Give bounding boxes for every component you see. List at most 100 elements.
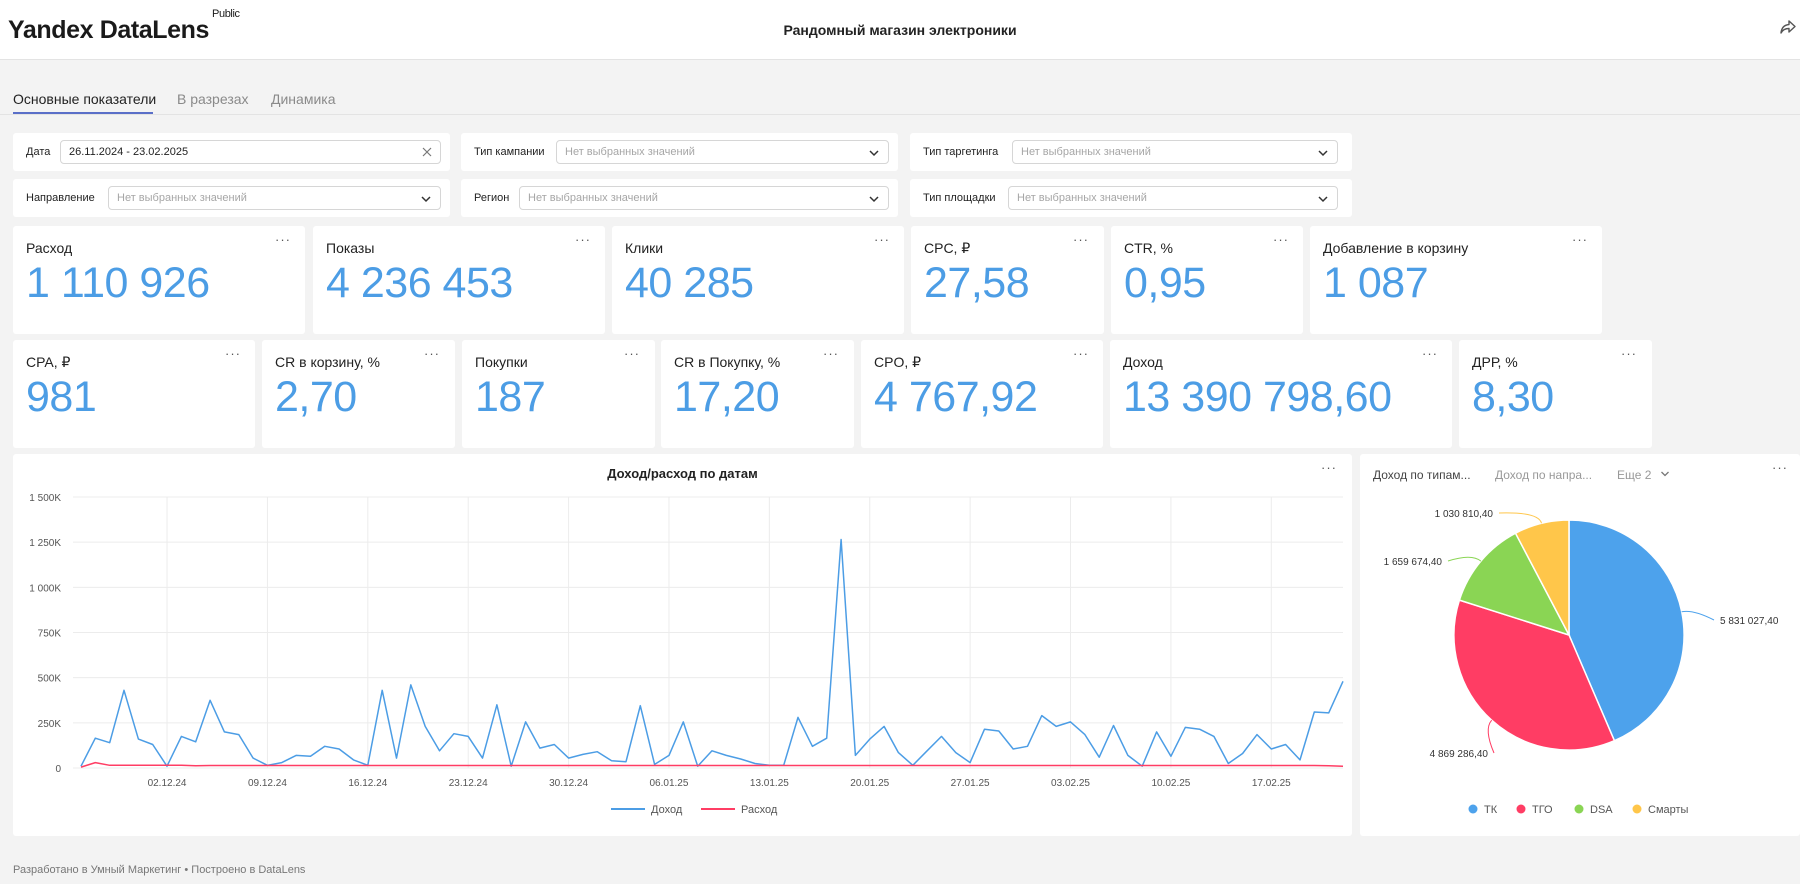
x-tick-label: 30.12.24: [549, 778, 588, 789]
targeting-type-select[interactable]: Нет выбранных значений: [1012, 140, 1338, 164]
kpi-value: 0,95: [1124, 259, 1206, 307]
filter-targeting-type-label: Тип таргетинга: [923, 146, 999, 158]
series-line-expense[interactable]: [80, 761, 1344, 768]
widget-menu-button[interactable]: ···: [1321, 460, 1337, 475]
logo-text: Yandex DataLens: [8, 16, 210, 44]
y-tick-label: 1 500K: [29, 493, 61, 504]
filter-placement-type-label: Тип площадки: [923, 192, 996, 204]
kpi-label: CPC, ₽: [924, 240, 971, 256]
chevron-down-icon: [421, 196, 431, 203]
tab-bar: Основные показатели В разрезах Динамика: [0, 60, 1800, 115]
pie-label-connector: [1447, 556, 1482, 562]
filter-region: Регион Нет выбранных значений: [461, 179, 898, 217]
tab-income-by-direction[interactable]: Доход по напра...: [1495, 468, 1593, 482]
footer-credits: Разработано в Умный Маркетинг • Построен…: [13, 864, 306, 876]
legend-label[interactable]: ТК: [1484, 804, 1498, 816]
kpi-value: 40 285: [625, 259, 754, 307]
region-select[interactable]: Нет выбранных значений: [519, 186, 889, 210]
direction-placeholder: Нет выбранных значений: [117, 192, 247, 204]
tab-breakdowns[interactable]: В разрезах: [177, 91, 249, 107]
legend-label[interactable]: Доход: [651, 804, 683, 816]
pie-chart[interactable]: 5 831 027,40 4 869 286,40 1 659 674,40 1 03…: [1360, 454, 1800, 836]
filter-direction: Направление Нет выбранных значений: [13, 179, 450, 217]
y-tick-label: 0: [55, 764, 61, 775]
y-tick-label: 750K: [38, 629, 62, 640]
region-placeholder: Нет выбранных значений: [528, 192, 658, 204]
x-tick-label: 03.02.25: [1051, 778, 1090, 789]
kpi-label: ДРР, %: [1472, 354, 1518, 370]
filter-direction-label: Направление: [26, 192, 95, 204]
legend-label[interactable]: Смарты: [1648, 804, 1689, 816]
placement-type-select[interactable]: Нет выбранных значений: [1008, 186, 1338, 210]
kpi-card-cr-purchase: CR в Покупку, % 17,20 ···: [661, 340, 854, 448]
widget-menu-button[interactable]: ···: [624, 346, 640, 361]
kpi-value: 4 767,92: [874, 373, 1038, 421]
active-tab-indicator: [13, 112, 153, 114]
x-tick-label: 27.01.25: [951, 778, 990, 789]
kpi-label: Покупки: [475, 354, 528, 370]
legend-label[interactable]: DSA: [1590, 804, 1613, 816]
kpi-card-cpa: CPA, ₽ 981 ···: [13, 340, 255, 448]
tab-dynamics[interactable]: Динамика: [271, 91, 336, 107]
kpi-card-add-to-cart: Добавление в корзину 1 087 ···: [1310, 226, 1602, 334]
widget-menu-button[interactable]: ···: [424, 346, 440, 361]
widget-menu-button[interactable]: ···: [1073, 346, 1089, 361]
kpi-card-cpo: CPO, ₽ 4 767,92 ···: [861, 340, 1103, 448]
legend-swatch: [1574, 804, 1584, 814]
line-chart[interactable]: 0 250K 500K 750K 1 000K 1 250K 1 500K 02.12.24 0…: [13, 454, 1352, 836]
widget-menu-button[interactable]: ···: [225, 346, 241, 361]
x-tick-label: 23.12.24: [449, 778, 488, 789]
pie-label-connector: [1681, 610, 1715, 621]
kpi-label: CPA, ₽: [26, 354, 71, 370]
tab-income-by-type[interactable]: Доход по типам...: [1373, 468, 1471, 482]
app-logo[interactable]: Yandex DataLensPublic: [8, 8, 240, 45]
date-range-input[interactable]: 26.11.2024 - 23.02.2025: [60, 140, 441, 164]
tab-main-metrics[interactable]: Основные показатели: [13, 91, 157, 107]
more-tabs-button[interactable]: Еще 2: [1617, 468, 1670, 482]
share-icon[interactable]: [1778, 17, 1798, 37]
kpi-value: 981: [26, 373, 97, 421]
kpi-value: 1 110 926: [26, 259, 210, 307]
kpi-value: 27,58: [924, 259, 1030, 307]
filter-targeting-type: Тип таргетинга Нет выбранных значений: [910, 133, 1352, 171]
kpi-value: 8,30: [1472, 373, 1554, 421]
pie-slice[interactable]: [1458, 532, 1571, 637]
widget-menu-button[interactable]: ···: [1621, 346, 1637, 361]
placement-type-placeholder: Нет выбранных значений: [1017, 192, 1147, 204]
clear-icon[interactable]: [421, 146, 433, 158]
widget-menu-button[interactable]: ···: [1572, 232, 1588, 247]
kpi-card-clicks: Клики 40 285 ···: [612, 226, 904, 334]
widget-menu-button[interactable]: ···: [275, 232, 291, 247]
filter-campaign-type-label: Тип кампании: [474, 146, 545, 158]
kpi-label: Доход: [1123, 354, 1163, 370]
kpi-label: CPO, ₽: [874, 354, 922, 370]
legend-label[interactable]: ТГО: [1532, 804, 1553, 816]
line-chart-widget: Доход/расход по датам ··· 0 250K 500K 750K 1…: [13, 454, 1352, 836]
legend-swatch: [1468, 804, 1478, 814]
page-title: Рандомный магазин электроники: [783, 22, 1017, 38]
kpi-label: Показы: [326, 240, 375, 256]
chevron-down-icon: [1660, 471, 1669, 477]
widget-menu-button[interactable]: ···: [874, 232, 890, 247]
kpi-value: 187: [475, 373, 546, 421]
widget-menu-button[interactable]: ···: [575, 232, 591, 247]
kpi-label: Клики: [625, 240, 664, 256]
series-line-income[interactable]: [80, 538, 1344, 767]
chevron-down-icon: [1318, 196, 1328, 203]
chevron-down-icon: [1318, 150, 1328, 157]
kpi-value: 17,20: [674, 373, 780, 421]
chart-title: Доход/расход по датам: [607, 466, 758, 481]
kpi-value: 13 390 798,60: [1123, 373, 1392, 421]
legend-swatch: [1516, 804, 1526, 814]
filter-date: Дата 26.11.2024 - 23.02.2025: [13, 133, 450, 171]
legend-label[interactable]: Расход: [741, 804, 778, 816]
widget-menu-button[interactable]: ···: [1422, 346, 1438, 361]
widget-menu-button[interactable]: ···: [1273, 232, 1289, 247]
campaign-type-select[interactable]: Нет выбранных значений: [556, 140, 889, 164]
widget-menu-button[interactable]: ···: [823, 346, 839, 361]
pie-slice[interactable]: [1514, 519, 1570, 636]
widget-menu-button[interactable]: ···: [1772, 460, 1788, 475]
direction-select[interactable]: Нет выбранных значений: [108, 186, 441, 210]
kpi-label: CTR, %: [1124, 240, 1173, 256]
widget-menu-button[interactable]: ···: [1073, 232, 1089, 247]
